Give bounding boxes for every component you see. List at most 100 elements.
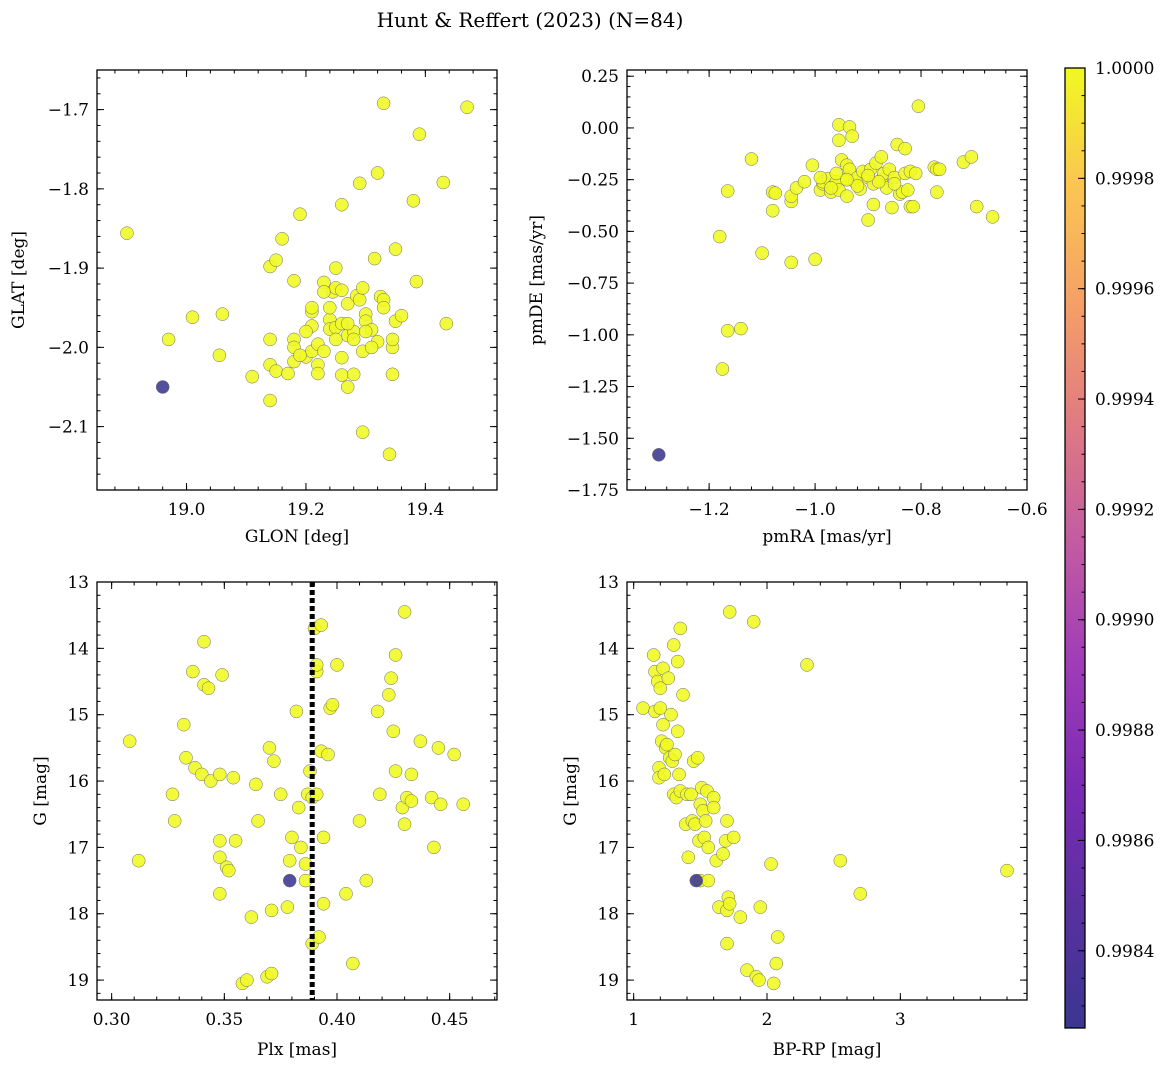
point-plx-g-60 [352, 814, 367, 828]
point-bprp-g-19 [666, 638, 681, 652]
point-plx-g-70 [397, 605, 412, 619]
point-bprp-g-11 [656, 717, 670, 732]
point-glon-glat-4 [212, 348, 227, 363]
xtick-label: 19.0 [168, 500, 206, 520]
point-pmra-pmde-73 [813, 170, 828, 185]
point-glon-glat-71 [460, 100, 474, 114]
ytick-label: 18 [597, 905, 619, 925]
point-bprp-g-24 [670, 654, 685, 669]
point-glon-glat-13 [281, 366, 295, 381]
point-glon-glat-12 [269, 364, 283, 378]
point-bprp-g-48 [706, 800, 721, 815]
colorbar-tick-label: 0.9984 [1095, 942, 1154, 962]
point-bprp-g-68 [769, 956, 784, 971]
point-plx-g-74 [404, 794, 419, 808]
point-bprp-g-26 [673, 621, 688, 636]
axes-frame-bprp-g [626, 581, 1028, 1001]
point-bprp-g-72 [853, 887, 868, 901]
axes-frame-pmra-pmde [626, 69, 1028, 491]
point-plx-g-1 [131, 853, 146, 868]
ytick-label: 16 [597, 772, 619, 792]
point-plx-g-75 [413, 734, 428, 748]
point-pmra-pmde-4 [720, 184, 735, 198]
point-bprp-g-71 [833, 853, 848, 868]
point-glon-glat-8 [269, 253, 283, 267]
ytick-label: 13 [597, 573, 619, 593]
point-pmra-pmde-70 [850, 179, 865, 193]
point-pmra-pmde-14 [797, 174, 812, 189]
xlabel-glon: GLON [deg] [245, 527, 349, 547]
point-pmra-pmde-25 [832, 133, 846, 148]
point-bprp-g-45 [701, 840, 716, 855]
point-bprp-g-21 [668, 747, 682, 762]
point-plx-g-11 [201, 681, 216, 695]
ytick-label: 17 [597, 838, 619, 858]
ytick-label: −1.8 [48, 180, 89, 200]
point-plx-g-67 [388, 764, 403, 778]
point-bprp-g-60 [733, 910, 748, 924]
point-glon-glat-80 [323, 300, 337, 315]
point-pmra-pmde-2 [720, 323, 735, 338]
point-glon-glat-75 [329, 332, 343, 347]
point-glon-glat-39 [335, 368, 349, 382]
point-glon-glat-3 [215, 307, 230, 321]
point-plx-g-73 [404, 767, 419, 782]
xlabel-bprp: BP-RP [mag] [773, 1040, 882, 1060]
point-pmra-pmde-61 [911, 99, 926, 113]
axes-frame-plx-g [96, 581, 498, 1001]
ytick-label: 13 [67, 573, 89, 593]
point-glon-glat-18 [293, 207, 307, 221]
point-plx-g-26 [251, 814, 265, 828]
colorbar-tick-label: 0.9986 [1095, 831, 1154, 851]
ytick-label: 0.25 [581, 67, 619, 87]
points-plx-g [122, 605, 470, 991]
point-plx-g-34 [282, 853, 297, 868]
point-glon-glat-47 [352, 176, 367, 191]
point-plx-g-30 [264, 903, 279, 918]
ytick-label: 14 [597, 639, 619, 659]
point-glon-glat-40 [340, 380, 355, 394]
point-bprp-g-32 [684, 787, 698, 802]
ticks-pmra-pmde [627, 70, 1028, 491]
point-glon-glat-0 [120, 226, 134, 240]
ticklabels-glon-glat: 19.0 19.2 19.4 −2.1 −2.0 −1.9 −1.8 −1.7 [48, 101, 445, 520]
ticklabels-pmra-pmde: −1.2 −1.0 −0.8 −0.6 −1.75 −1.50 −1.25 −1.00 −0.7… [567, 67, 1048, 520]
point-bprp-g-31 [681, 850, 696, 865]
point-plx-g-31 [267, 754, 281, 768]
point-glon-glat-60 [382, 447, 397, 462]
ticklabels-plx-g: 0.30 0.35 0.40 0.45 13 14 15 16 17 18 19 [67, 573, 468, 1030]
point-bprp-g-61 [740, 963, 754, 977]
point-plx-g-28 [262, 741, 277, 755]
point-pmra-pmde-6 [755, 246, 769, 260]
point-pmra-pmde-3 [734, 321, 748, 336]
colorbar: 0.9984 0.9986 0.9988 0.9990 0.9992 0.9994 0.99… [1064, 59, 1154, 1029]
point-glon-glat-68 [412, 127, 427, 141]
point-plx-g-25 [249, 777, 263, 792]
colorbar-tick-label: 0.9990 [1095, 611, 1154, 631]
point-glon-glat-1 [161, 332, 176, 347]
point-pmra-pmde-44 [874, 150, 889, 164]
point-glon-glat-42 [340, 297, 355, 311]
point-glon-glat-10 [263, 332, 277, 347]
xlabel-pmra: pmRA [mas/yr] [762, 527, 891, 547]
point-glon-glat-82 [364, 340, 379, 355]
point-bprp-g-17 [664, 707, 678, 722]
point-bprp-g-58 [722, 605, 737, 619]
xtick-label: 2 [762, 1010, 773, 1030]
point-bprp-g-7 [653, 701, 668, 715]
xtick-label: −1.0 [794, 500, 835, 520]
colorbar-gradient [1065, 68, 1085, 1028]
point-plx-g-9 [197, 634, 211, 649]
xtick-label: −0.6 [1006, 500, 1047, 520]
point-plx-g-3 [167, 814, 182, 828]
point-bprp-g-66 [764, 857, 778, 871]
colorbar-ticks: 0.9984 0.9986 0.9988 0.9990 0.9992 0.9994 0.99… [1078, 59, 1154, 1007]
point-plx-g-38 [294, 840, 308, 855]
point-plx-g-37 [291, 800, 306, 815]
ticklabels-bprp-g: 1 2 3 13 14 15 16 17 18 19 [597, 573, 905, 1030]
point-plx-g-61 [359, 873, 374, 888]
outlier-point-pmra-pmde-0 [652, 448, 666, 462]
point-glon-glat-52 [355, 425, 370, 439]
point-plx-g-16 [213, 887, 227, 901]
